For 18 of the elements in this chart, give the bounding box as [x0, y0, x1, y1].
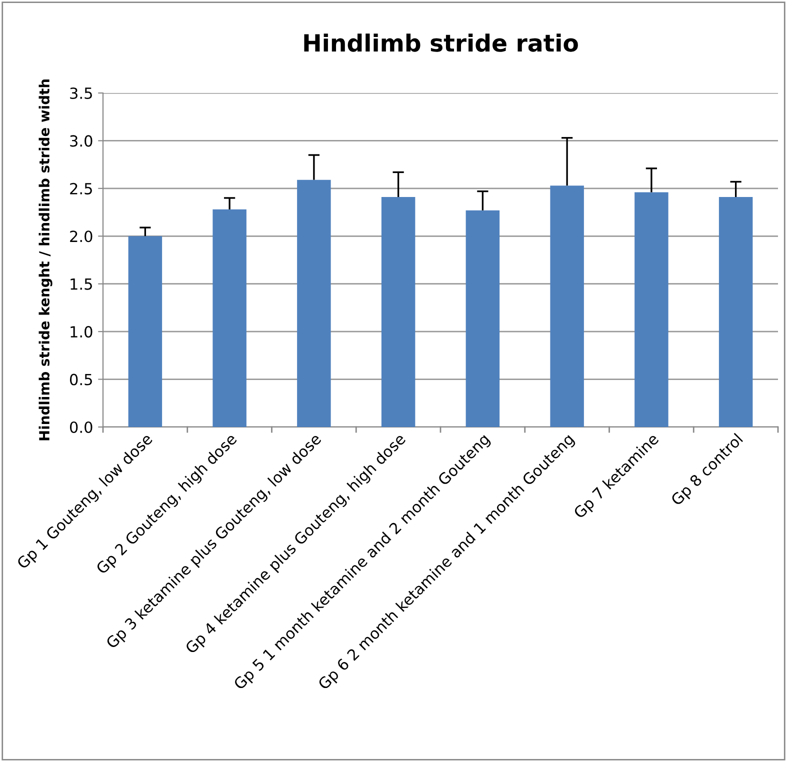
chart-title: Hindlimb stride ratio: [304, 34, 578, 52]
y-tick-label: 2.5: [70, 182, 92, 194]
y-tick-label: 1.0: [70, 326, 92, 338]
y-tick-label: 1.5: [70, 278, 92, 290]
bar: [212, 209, 246, 427]
bar: [381, 197, 416, 427]
y-tick-label: 0.5: [70, 374, 92, 386]
bar: [466, 210, 500, 427]
bar: [634, 192, 668, 427]
y-tick-label: 3.0: [70, 135, 92, 147]
y-tick-label: 2.0: [70, 230, 92, 242]
y-axis-title: Hindlimb stride kenght / hindlimb stride width: [38, 80, 52, 440]
bar: [128, 236, 162, 427]
y-tick-label: 3.5: [70, 87, 92, 100]
bar: [297, 180, 331, 427]
bar: [550, 186, 584, 427]
y-tick-label: 0.0: [70, 421, 92, 434]
bar: [718, 197, 753, 427]
